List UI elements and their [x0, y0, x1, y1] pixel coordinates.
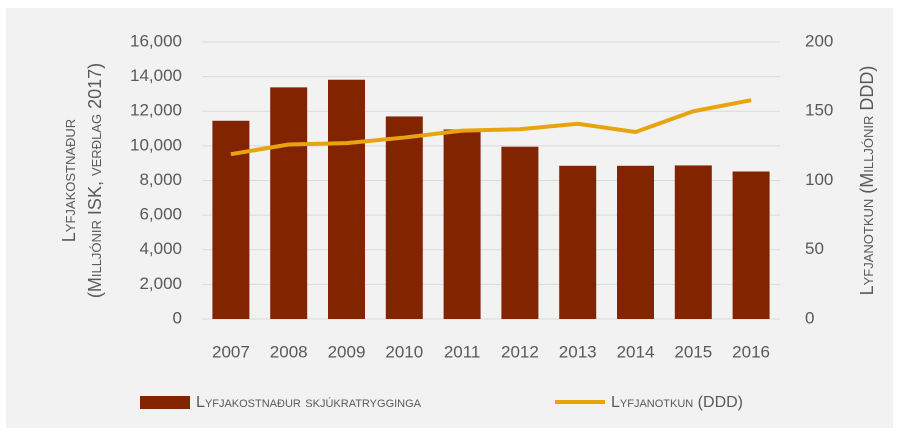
y2-tick-label: 50 — [805, 239, 824, 258]
y2-tick-label: 200 — [805, 31, 833, 50]
bar — [328, 79, 365, 320]
y-tick-label: 14,000 — [130, 66, 182, 85]
y-tick-label: 10,000 — [130, 135, 182, 154]
y-tick-label: 4,000 — [139, 239, 182, 258]
y-tick-label: 0 — [173, 308, 182, 327]
y-axis-label: Lyfjakostnaður — [59, 119, 79, 242]
bar — [732, 171, 770, 319]
y-tick-label: 6,000 — [139, 205, 182, 224]
y-tick-label: 16,000 — [130, 31, 182, 50]
bar — [559, 165, 597, 319]
x-tick-label: 2010 — [385, 342, 423, 361]
y2-tick-label: 100 — [805, 170, 833, 189]
x-tick-label: 2007 — [212, 342, 250, 361]
x-tick-label: 2015 — [674, 342, 712, 361]
legend-swatch — [140, 396, 190, 409]
bar — [617, 165, 654, 319]
x-tick-label: 2009 — [328, 342, 366, 361]
x-tick-label: 2016 — [732, 342, 770, 361]
bar — [501, 146, 539, 319]
bar — [674, 165, 712, 319]
x-tick-label: 2008 — [270, 342, 308, 361]
x-tick-label: 2012 — [501, 342, 539, 361]
y-tick-label: 2,000 — [139, 274, 182, 293]
y-axis-label: (Milljónir ISK, verðlag 2017) — [85, 63, 105, 298]
bar — [385, 116, 423, 319]
y-tick-label: 8,000 — [139, 170, 182, 189]
legend-label: Lyfjanotkun (DDD) — [611, 394, 743, 411]
y2-axis-label: Lyfjanotkun (Milljónir DDD) — [857, 66, 877, 296]
line — [230, 98, 752, 157]
bar — [443, 129, 481, 319]
y2-tick-label: 0 — [805, 308, 814, 327]
bar — [270, 87, 308, 319]
y-tick-label: 12,000 — [130, 101, 182, 120]
y2-tick-label: 150 — [805, 101, 833, 120]
legend-label: Lyfjakostnaður skjúkratrygginga — [196, 394, 422, 411]
x-tick-label: 2013 — [559, 342, 597, 361]
x-tick-label: 2011 — [444, 342, 481, 361]
x-tick-label: 2014 — [617, 342, 655, 361]
